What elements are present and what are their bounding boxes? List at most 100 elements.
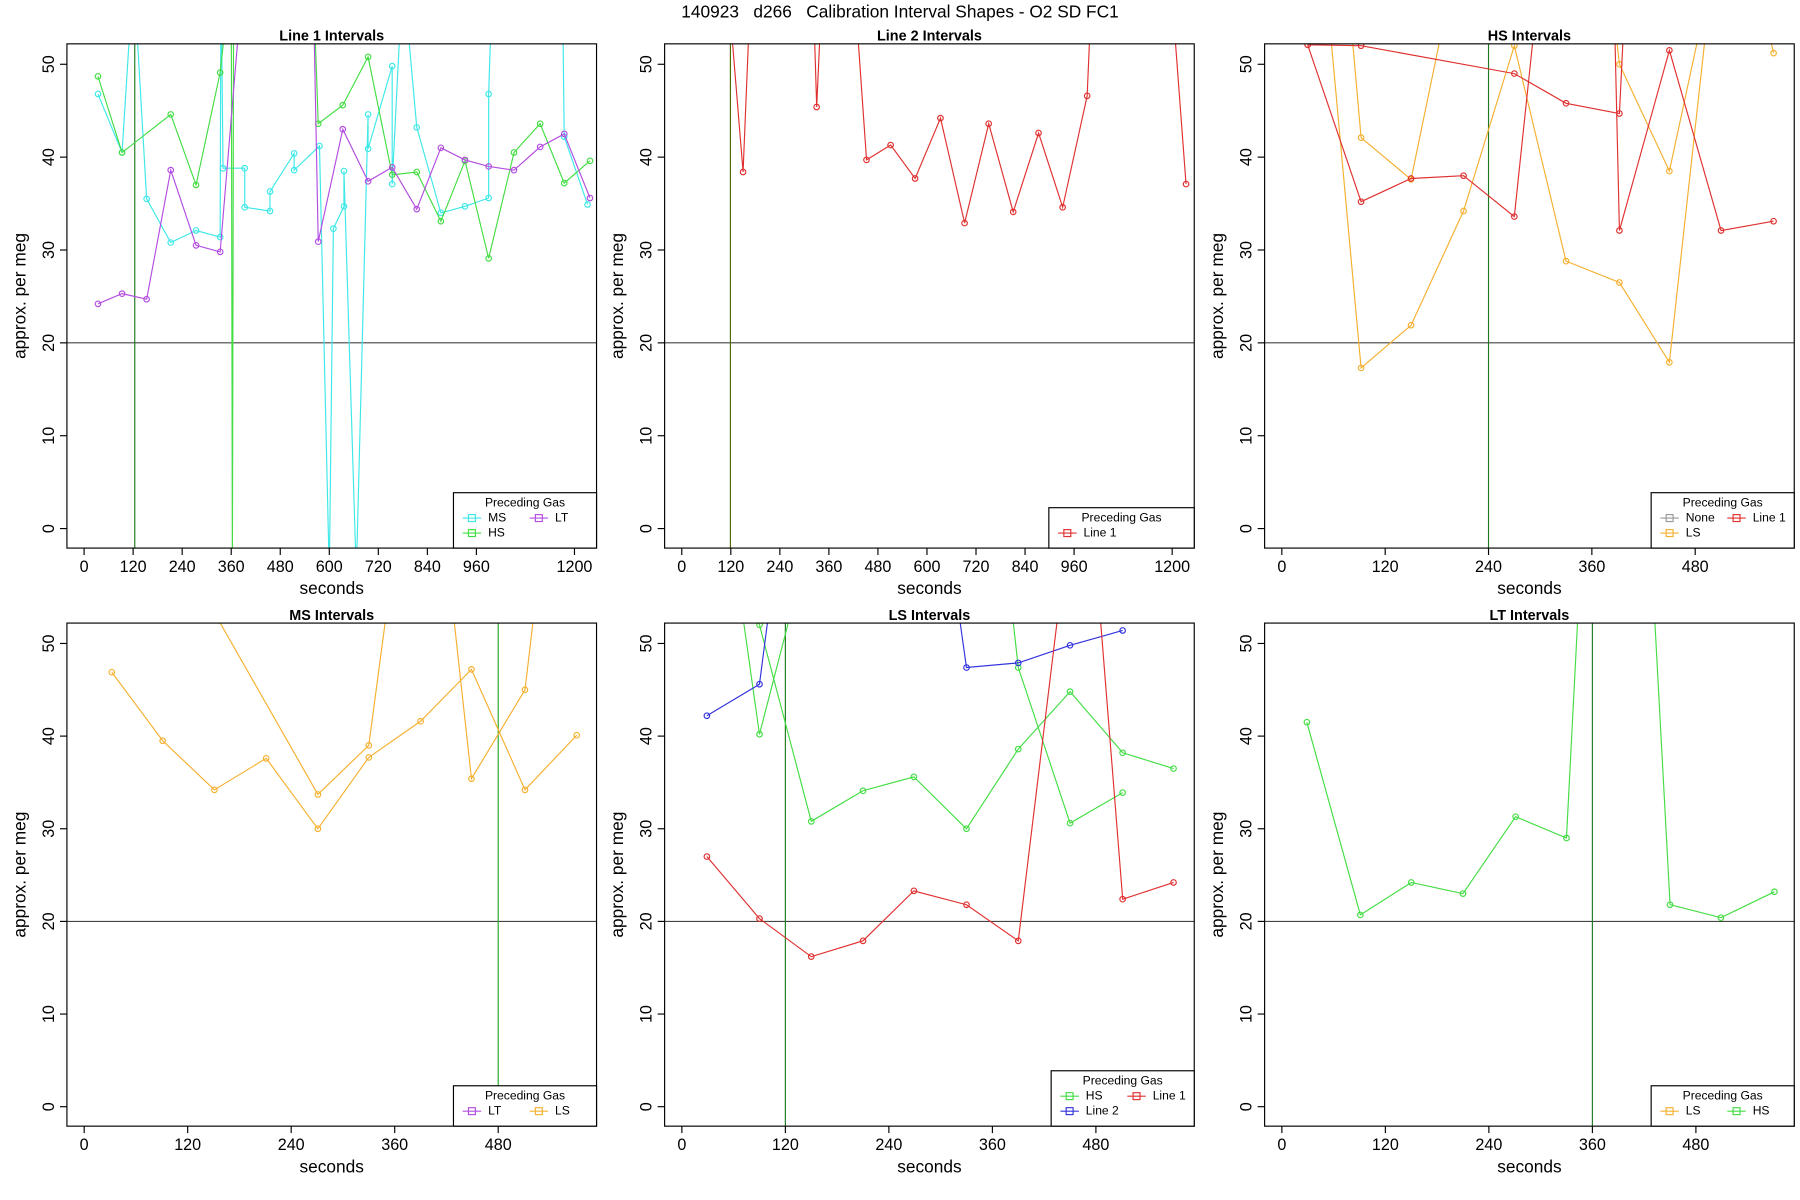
legend-label: MS	[488, 510, 506, 524]
legend-title: Preceding Gas	[1083, 1073, 1163, 1087]
x-tick-label: 240	[278, 1136, 305, 1154]
data-point	[143, 295, 150, 303]
x-tick-label: 360	[1579, 1136, 1606, 1154]
data-point	[1014, 659, 1022, 667]
data-point	[1083, 92, 1091, 100]
x-tick-label: 120	[120, 558, 147, 576]
legend-marker	[467, 1107, 476, 1116]
y-tick-label: 20	[638, 334, 656, 352]
data-point	[365, 754, 373, 761]
data-point	[1119, 895, 1126, 903]
data-point	[1666, 359, 1673, 366]
data-point	[314, 825, 322, 833]
panel: Line 2 Intervals seconds approx. per meg 0 1…	[607, 29, 1195, 598]
y-tick-label: 30	[40, 820, 58, 838]
y-tick-label: 10	[638, 1005, 656, 1023]
series-line	[1307, 43, 1774, 232]
x-tick-label: 480	[1082, 1136, 1109, 1154]
data-point	[731, 548, 737, 554]
data-point	[314, 238, 322, 245]
data-point	[118, 149, 126, 156]
data-point	[485, 255, 493, 262]
panel-title: Line 1 Intervals	[279, 29, 384, 45]
x-axis-label: seconds	[897, 578, 962, 598]
x-tick-label: 360	[815, 558, 842, 576]
data-point	[388, 62, 396, 70]
series-line	[732, 43, 1187, 224]
data-point	[536, 143, 544, 151]
y-tick-label: 40	[1238, 727, 1256, 745]
plot-area	[66, 548, 597, 1127]
legend-box	[452, 492, 598, 549]
series-line	[111, 623, 578, 830]
panel: LS Intervals seconds approx. per meg 0 120 24…	[607, 548, 1195, 1176]
data-point	[1717, 914, 1725, 922]
y-tick-label: 10	[638, 427, 656, 445]
data-point	[1666, 167, 1673, 175]
data-point	[739, 168, 747, 176]
data-point	[1357, 134, 1365, 141]
data-point	[192, 227, 200, 234]
x-tick-label: 0	[80, 558, 89, 576]
x-tick-label: 1200	[557, 558, 593, 576]
x-tick-label: 360	[1578, 558, 1605, 576]
data-point	[1407, 175, 1415, 182]
legend-label: LS	[1686, 525, 1701, 539]
data-point	[1170, 765, 1177, 772]
legend-label: Line 2	[1086, 1103, 1119, 1117]
data-point	[176, 548, 182, 554]
data-point	[219, 164, 227, 172]
series-line	[743, 623, 1174, 830]
data-point	[560, 179, 568, 187]
data-point	[539, 548, 545, 554]
data-point	[985, 120, 993, 128]
x-tick-label: 360	[218, 558, 245, 576]
data-point	[804, 548, 810, 554]
data-point	[461, 156, 469, 164]
data-point	[911, 175, 919, 182]
y-tick-label: 20	[638, 912, 656, 930]
data-point	[159, 737, 167, 745]
data-point	[1616, 227, 1623, 234]
data-point	[330, 225, 337, 232]
legend-label: HS	[1086, 1088, 1103, 1102]
data-point	[1092, 548, 1098, 554]
plot-frame	[1264, 622, 1795, 1127]
data-point	[1562, 99, 1570, 107]
data-point	[947, 548, 953, 554]
y-tick-label: 50	[638, 55, 656, 73]
data-point	[1014, 937, 1022, 945]
data-point	[364, 145, 372, 153]
panel: Line 1 Intervals seconds approx. per meg 0 1…	[9, 29, 598, 598]
data-point	[364, 53, 372, 61]
data-point	[1063, 548, 1069, 554]
y-tick-label: 40	[1238, 148, 1256, 166]
y-tick-label: 10	[1238, 1005, 1256, 1023]
data-point	[413, 124, 421, 131]
y-tick-label: 20	[1238, 912, 1256, 930]
x-tick-label: 240	[169, 558, 196, 576]
data-point	[192, 181, 200, 189]
data-point	[1182, 180, 1190, 188]
data-point	[340, 203, 348, 210]
y-tick-label: 30	[638, 241, 656, 259]
data-point	[314, 791, 322, 798]
data-point	[963, 664, 970, 671]
y-tick-label: 40	[638, 148, 656, 166]
legend-label: Line 1	[1083, 525, 1116, 539]
plot-area	[664, 43, 1195, 549]
y-tick-label: 20	[40, 334, 58, 352]
data-point	[266, 188, 274, 195]
data-point	[887, 141, 894, 149]
x-tick-label: 0	[677, 1136, 686, 1154]
data-point	[1119, 749, 1126, 757]
data-point	[485, 194, 493, 202]
y-tick-label: 10	[40, 1005, 58, 1023]
data-point	[1512, 813, 1519, 821]
data-point	[1119, 789, 1126, 796]
data-point	[192, 242, 200, 249]
data-point	[167, 111, 175, 118]
data-point	[521, 786, 529, 794]
